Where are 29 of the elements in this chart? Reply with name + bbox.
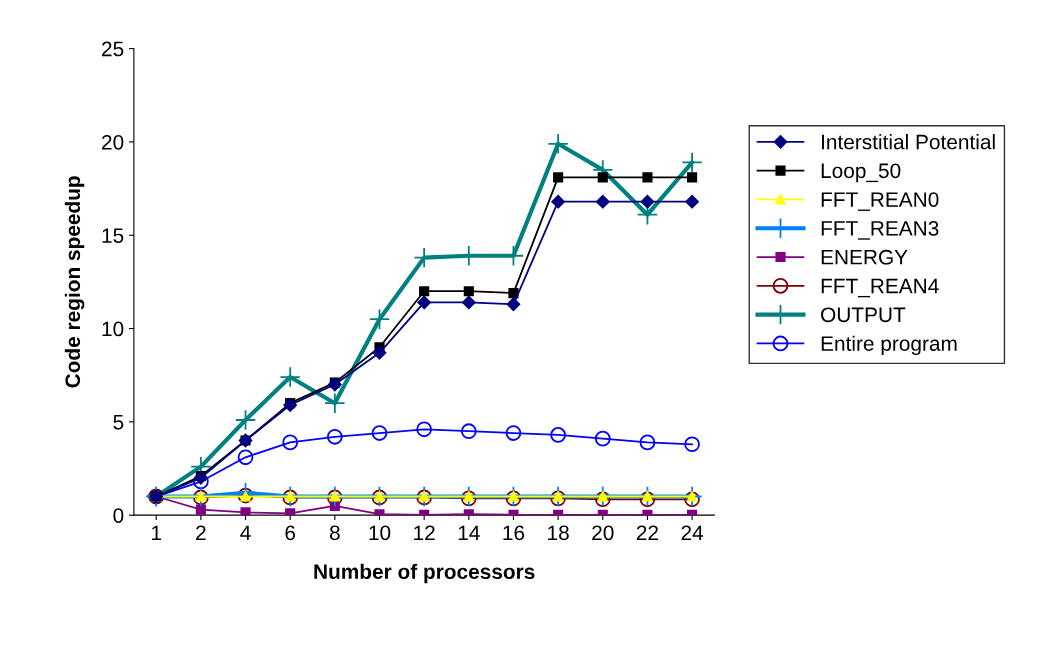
legend-label: FFT_REAN3: [821, 221, 939, 240]
x-tick-label: 12: [414, 525, 435, 540]
y-tick-label: 10: [102, 321, 124, 337]
x-tick-label: 20: [592, 525, 614, 541]
y-axis-title: Code region speedup: [64, 176, 85, 388]
y-tick-label: 5: [113, 415, 124, 430]
x-tick-label: 16: [503, 525, 525, 541]
x-tick-label: 2: [196, 525, 206, 540]
legend-label: FFT_REAN0: [821, 192, 939, 211]
x-tick-label: 24: [681, 525, 704, 540]
x-axis-title: Number of processors: [314, 563, 535, 584]
x-tick-label: 18: [548, 525, 569, 541]
x-tick-label: 4: [240, 525, 251, 540]
x-tick-label: 6: [285, 525, 296, 541]
legend-label: OUTPUT: [821, 307, 906, 323]
legend-label: Loop_50: [821, 163, 901, 183]
legend-label: Entire program: [821, 335, 957, 356]
x-tick-label: 22: [636, 525, 658, 540]
y-tick-label: 25: [102, 41, 124, 57]
x-tick-label: 10: [369, 525, 391, 541]
x-tick-label: 1: [152, 525, 161, 540]
legend-label: FFT_REAN4: [821, 278, 939, 298]
x-tick-label: 8: [329, 525, 340, 541]
legend-label: ENERGY: [821, 249, 908, 265]
y-tick-label: 0: [113, 508, 124, 523]
y-tick-label: 20: [102, 134, 124, 150]
x-tick-label: 14: [458, 525, 480, 540]
y-tick-label: 15: [102, 228, 124, 243]
legend-label: Interstitial Potential: [822, 134, 995, 150]
